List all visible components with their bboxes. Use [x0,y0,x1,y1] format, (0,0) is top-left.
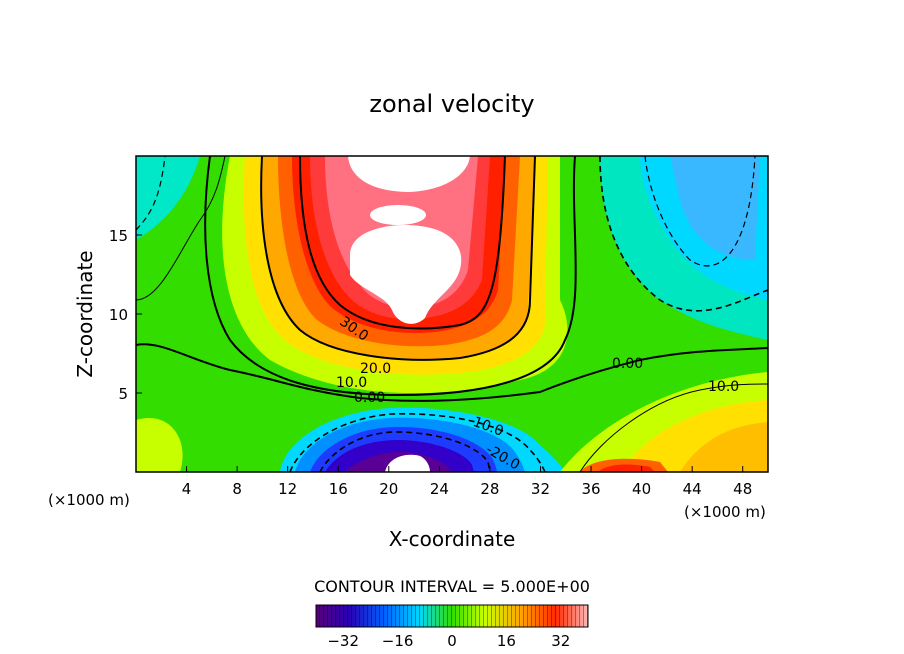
colorbar-tick-label: −16 [382,632,414,650]
colorbar-tick-label: 16 [497,632,516,650]
x-tick-label: 20 [379,480,398,498]
y-axis-label: Z-coordinate [73,250,97,377]
x-tick-label: 48 [733,480,752,498]
x-tick-label: 4 [182,480,192,498]
y-tick-label: 10 [109,306,128,324]
x-tick-label: 32 [531,480,550,498]
y-tick-label: 5 [118,385,128,403]
x-tick-label: 8 [232,480,242,498]
contour-lines [136,156,768,472]
x-tick-label: 40 [632,480,651,498]
colorbar-tick-label: 0 [447,632,457,650]
contour-label-0: 0.00 [354,390,385,406]
colorbar-tick-label: 32 [551,632,570,650]
y-tick-label: 15 [109,227,128,245]
contour-interval-text: CONTOUR INTERVAL = 5.000E+00 [314,577,590,596]
jet-core-lower [350,225,462,324]
x-tick-label: 36 [581,480,600,498]
jet-core-top [348,156,470,192]
x-tick-label: 16 [329,480,348,498]
contour-label-0-right: 0.00 [612,356,643,372]
chart-title: zonal velocity [369,90,534,118]
contour-label-10: 10.0 [336,375,367,391]
x-tick-label: 44 [683,480,702,498]
x-unit-label-right: (×1000 m) [684,503,766,521]
plot-area: 30.0 20.0 10.0 0.00 -10.0 -20.0 0.00 10.… [136,156,768,472]
jet-core-middle [370,205,426,225]
x-axis-label: X-coordinate [389,527,516,551]
colorbar-tick-label: −32 [327,632,359,650]
contour-label-20: 20.0 [360,361,391,377]
x-axis: 4 8 12 16 20 24 28 32 36 40 44 48 [182,466,752,498]
x-tick-label: 24 [430,480,449,498]
colorbar: −32 −16 0 16 32 [315,604,589,650]
negative-region-left [136,156,200,240]
x-tick-label: 28 [480,480,499,498]
y-axis: 5 10 15 [109,227,142,403]
x-unit-label-left: (×1000 m) [48,491,130,509]
x-tick-label: 12 [278,480,297,498]
contour-label-10-right: 10.0 [708,379,739,395]
negative-core-white [385,454,430,472]
